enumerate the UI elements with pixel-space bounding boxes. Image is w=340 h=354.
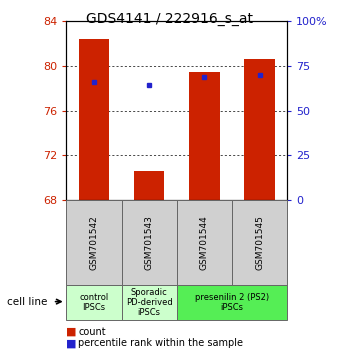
Text: ■: ■: [66, 327, 77, 337]
Bar: [134, 171, 164, 200]
Bar: [232, 200, 287, 285]
Bar: [122, 200, 177, 285]
Text: GSM701542: GSM701542: [89, 215, 98, 270]
Text: count: count: [78, 327, 106, 337]
Text: Sporadic
PD-derived
iPSCs: Sporadic PD-derived iPSCs: [126, 287, 173, 318]
Text: ■: ■: [66, 338, 77, 348]
Bar: [177, 200, 232, 285]
Bar: [79, 39, 109, 200]
Text: cell line: cell line: [7, 297, 47, 307]
Text: GSM701545: GSM701545: [255, 215, 264, 270]
Bar: [122, 285, 177, 320]
Text: GDS4141 / 222916_s_at: GDS4141 / 222916_s_at: [86, 12, 254, 27]
Text: GSM701543: GSM701543: [145, 215, 154, 270]
Bar: [66, 285, 122, 320]
Bar: [66, 200, 122, 285]
Bar: [189, 72, 220, 200]
Text: presenilin 2 (PS2)
iPSCs: presenilin 2 (PS2) iPSCs: [195, 293, 269, 312]
Text: control
IPSCs: control IPSCs: [79, 293, 108, 312]
Bar: [177, 285, 287, 320]
Text: GSM701544: GSM701544: [200, 215, 209, 270]
Bar: [244, 59, 275, 200]
Text: percentile rank within the sample: percentile rank within the sample: [78, 338, 243, 348]
